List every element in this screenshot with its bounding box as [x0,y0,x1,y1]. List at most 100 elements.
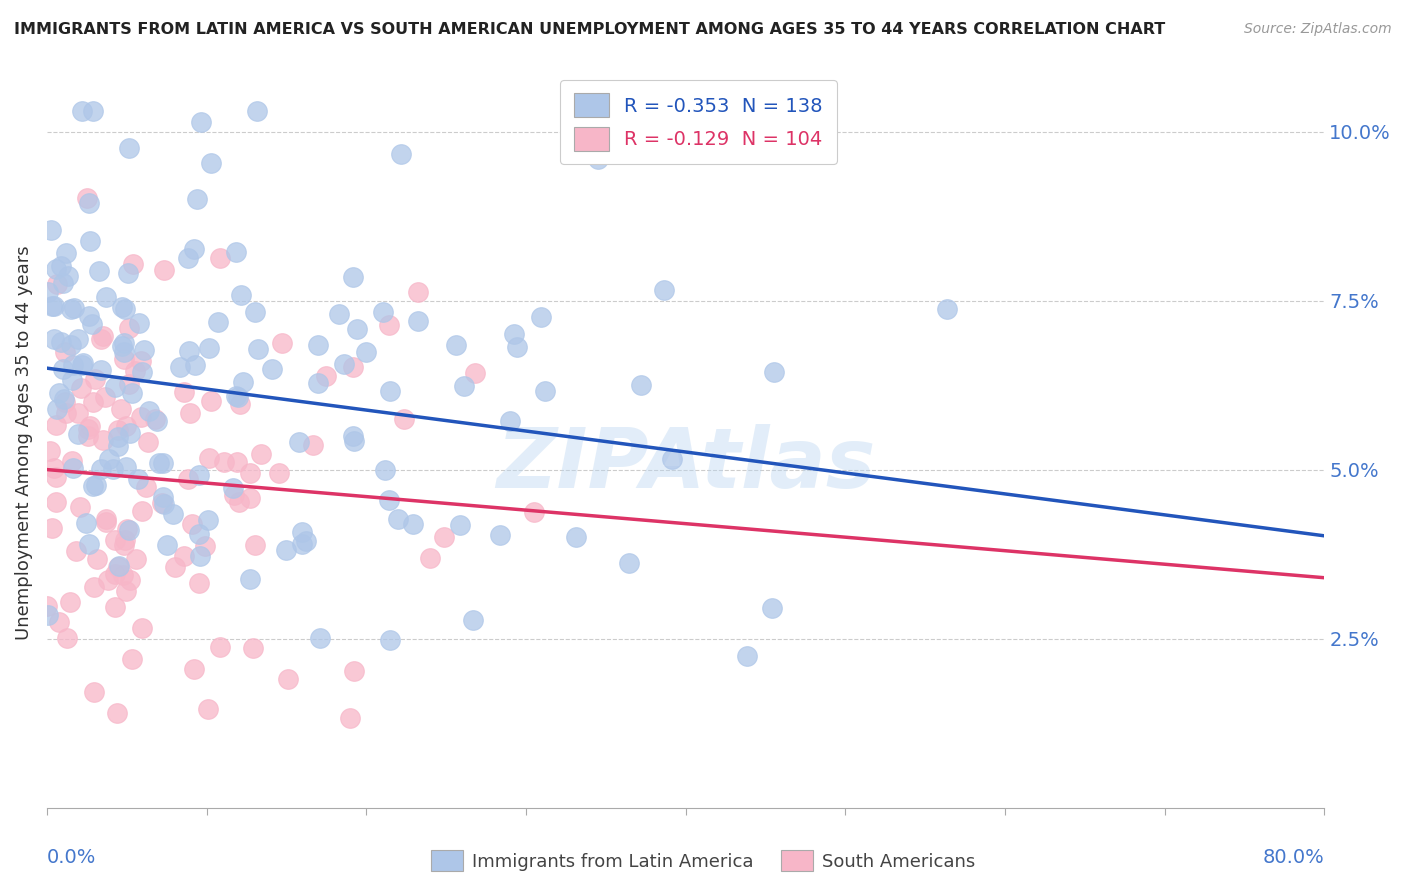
Point [225,244,247,259]
Point [239,466,262,480]
Point [52,392,75,406]
Point [60,454,83,468]
Point [630,377,652,392]
Point [291,524,314,539]
Point [153,263,176,277]
Point [53,344,76,359]
Point [96,290,118,304]
Point [45,262,67,277]
Point [46,277,69,292]
Point [530,310,553,324]
Point [165,560,187,574]
Point [62,358,84,372]
Point [112,351,135,366]
Point [222,481,245,495]
Y-axis label: Unemployment Among Ages 35 to 44 years: Unemployment Among Ages 35 to 44 years [15,245,32,640]
Text: ZIPAtlas: ZIPAtlas [496,424,876,505]
Point [229,287,252,301]
Point [37,285,59,300]
Point [63,301,86,316]
Point [188,575,211,590]
Point [111,339,134,353]
Point [79,309,101,323]
Point [506,340,529,354]
Point [565,531,588,545]
Point [112,345,135,359]
Point [44,332,66,346]
Point [77,422,100,436]
Point [187,527,209,541]
Point [735,648,758,663]
Point [84,371,107,385]
Point [87,264,110,278]
Point [122,257,145,271]
Point [534,384,557,399]
Point [935,302,957,317]
Point [75,516,97,530]
Point [124,364,146,378]
Point [239,491,262,505]
Point [72,356,94,370]
Point [200,394,222,409]
Point [246,342,269,356]
Point [586,152,609,166]
Point [387,511,409,525]
Point [121,652,143,666]
Point [58,268,80,283]
Point [131,504,153,518]
Point [59,595,82,609]
Point [150,496,173,510]
Point [118,321,141,335]
Text: Source: ZipAtlas.com: Source: ZipAtlas.com [1244,22,1392,37]
Point [49,259,72,273]
Point [315,369,337,384]
Point [117,524,139,538]
Point [145,412,167,426]
Point [70,381,93,395]
Legend: R = -0.353  N = 138, R = -0.129  N = 104: R = -0.353 N = 138, R = -0.129 N = 104 [560,80,837,164]
Point [121,386,143,401]
Point [111,568,134,582]
Point [222,488,245,502]
Point [523,505,546,519]
Point [226,455,249,469]
Point [228,495,250,509]
Point [55,406,77,420]
Point [373,304,395,318]
Point [65,544,87,558]
Point [117,267,139,281]
Point [112,538,135,552]
Point [114,583,136,598]
Point [177,343,200,358]
Point [145,414,167,428]
Point [91,433,114,447]
Point [48,615,70,629]
Point [378,318,401,332]
Point [250,447,273,461]
Point [90,462,112,476]
Point [225,389,247,403]
Point [45,495,67,509]
Point [52,277,75,291]
Point [343,434,366,448]
Point [114,335,136,350]
Point [342,359,364,374]
Point [186,192,208,206]
Point [406,285,429,300]
Point [91,329,114,343]
Point [107,429,129,443]
Point [82,317,104,331]
Point [107,559,129,574]
Point [94,511,117,525]
Point [489,528,512,542]
Point [307,376,329,390]
Point [499,414,522,428]
Point [67,332,90,346]
Point [402,517,425,532]
Point [226,391,249,405]
Point [271,335,294,350]
Point [389,146,412,161]
Point [461,613,484,627]
Point [62,373,84,387]
Point [128,316,150,330]
